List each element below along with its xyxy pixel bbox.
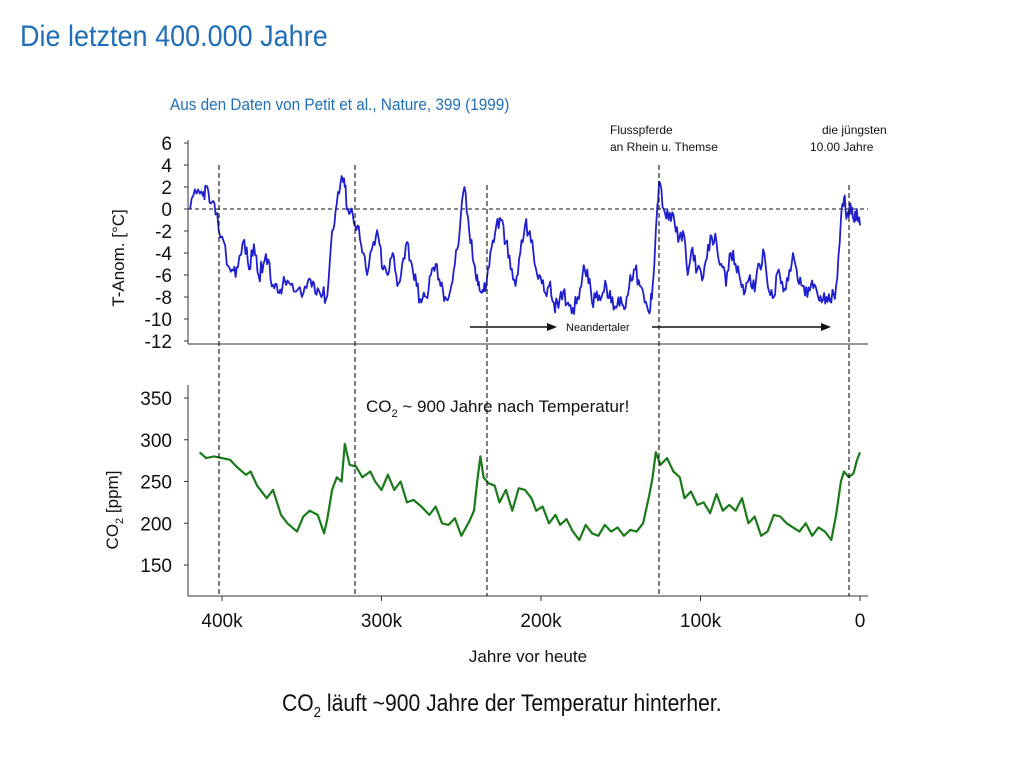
temperature-tick-label: 4 — [161, 156, 172, 177]
co2-tick-label: 350 — [140, 389, 172, 410]
temperature-tick-label: -2 — [155, 222, 172, 243]
x-axis-label: Jahre vor heute — [469, 647, 587, 666]
caption: CO2 läuft ~900 Jahre der Temperatur hint… — [282, 690, 722, 721]
temperature-series-line — [189, 175, 861, 315]
slide-title: Die letzten 400.000 Jahre — [20, 20, 328, 53]
svg-text:CO2 [ppm]: CO2 [ppm] — [103, 471, 126, 550]
x-tick-label: 200k — [520, 611, 562, 632]
source-note: Aus den Daten von Petit et al., Nature, … — [170, 95, 510, 114]
temperature-tick-label: -6 — [155, 266, 172, 287]
neanderthal-arrow-right — [652, 323, 831, 331]
annotation-neanderthal: Neandertaler — [566, 322, 630, 334]
caption-rest: läuft ~900 Jahre der Temperatur hinterhe… — [321, 690, 722, 717]
neanderthal-arrow-left — [470, 323, 557, 331]
co2-tick-label: 300 — [140, 431, 172, 452]
co2-y-axis-label: CO2 [ppm] — [103, 471, 126, 550]
x-tick-label: 100k — [680, 611, 722, 632]
caption-subscript: 2 — [313, 703, 322, 721]
x-tick-label: 400k — [201, 611, 243, 632]
annotation-hippos-line2: an Rhein u. Themse — [610, 140, 718, 154]
temperature-tick-label: 2 — [161, 178, 172, 199]
caption-prefix: CO — [282, 690, 314, 717]
temperature-tick-label: -10 — [145, 310, 172, 331]
co2-series-line — [198, 442, 862, 542]
annotation-recent-line1: die jüngsten — [822, 123, 887, 137]
x-axis-ticks: 400k 300k 200k 100k 0 — [201, 596, 865, 632]
co2-panel: 350 300 250 200 150 CO2 [ppm] CO2 ~ 900 Jahr… — [103, 385, 868, 597]
temperature-y-axis-label: T-Anom. [°C] — [109, 209, 128, 306]
co2-panel-title: CO2 ~ 900 Jahre nach Temperatur! — [366, 397, 629, 420]
x-tick-label: 300k — [361, 611, 403, 632]
annotation-recent-line2: 10.00 Jahre — [810, 140, 874, 154]
co2-tick-label: 150 — [140, 556, 172, 577]
temperature-tick-label: -8 — [155, 288, 172, 309]
temperature-tick-label: 0 — [161, 200, 172, 221]
annotation-hippos-line1: Flusspferde — [610, 123, 673, 137]
temperature-tick-label: 6 — [161, 134, 172, 155]
co2-tick-label: 250 — [140, 473, 172, 494]
co2-tick-label: 200 — [140, 514, 172, 535]
temperature-tick-label: -4 — [155, 244, 172, 265]
interglacial-marker-lines — [218, 165, 850, 596]
co2-y-ticks: 350 300 250 200 150 — [140, 389, 188, 577]
x-tick-label: 0 — [855, 611, 866, 632]
temperature-tick-label: -12 — [145, 332, 172, 353]
